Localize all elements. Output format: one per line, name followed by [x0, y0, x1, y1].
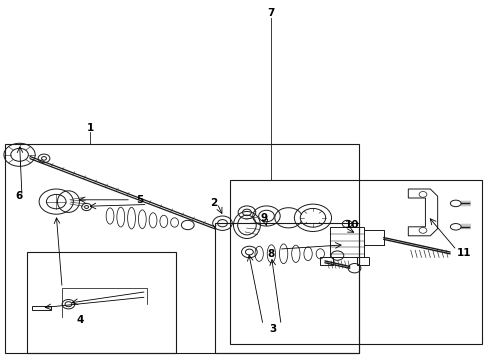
- Text: 2: 2: [210, 198, 217, 208]
- Bar: [356, 257, 368, 265]
- Bar: [320, 257, 332, 265]
- Text: 3: 3: [269, 324, 276, 334]
- Text: 1: 1: [87, 123, 94, 133]
- Text: 11: 11: [455, 248, 470, 258]
- Text: 10: 10: [344, 220, 359, 230]
- Text: 4: 4: [76, 315, 83, 325]
- Text: 6: 6: [15, 191, 22, 201]
- Text: 9: 9: [260, 213, 267, 223]
- Bar: [329, 227, 364, 257]
- Text: 8: 8: [267, 249, 274, 259]
- Text: 7: 7: [267, 8, 275, 18]
- Text: 5: 5: [136, 195, 142, 205]
- Bar: [32, 306, 51, 310]
